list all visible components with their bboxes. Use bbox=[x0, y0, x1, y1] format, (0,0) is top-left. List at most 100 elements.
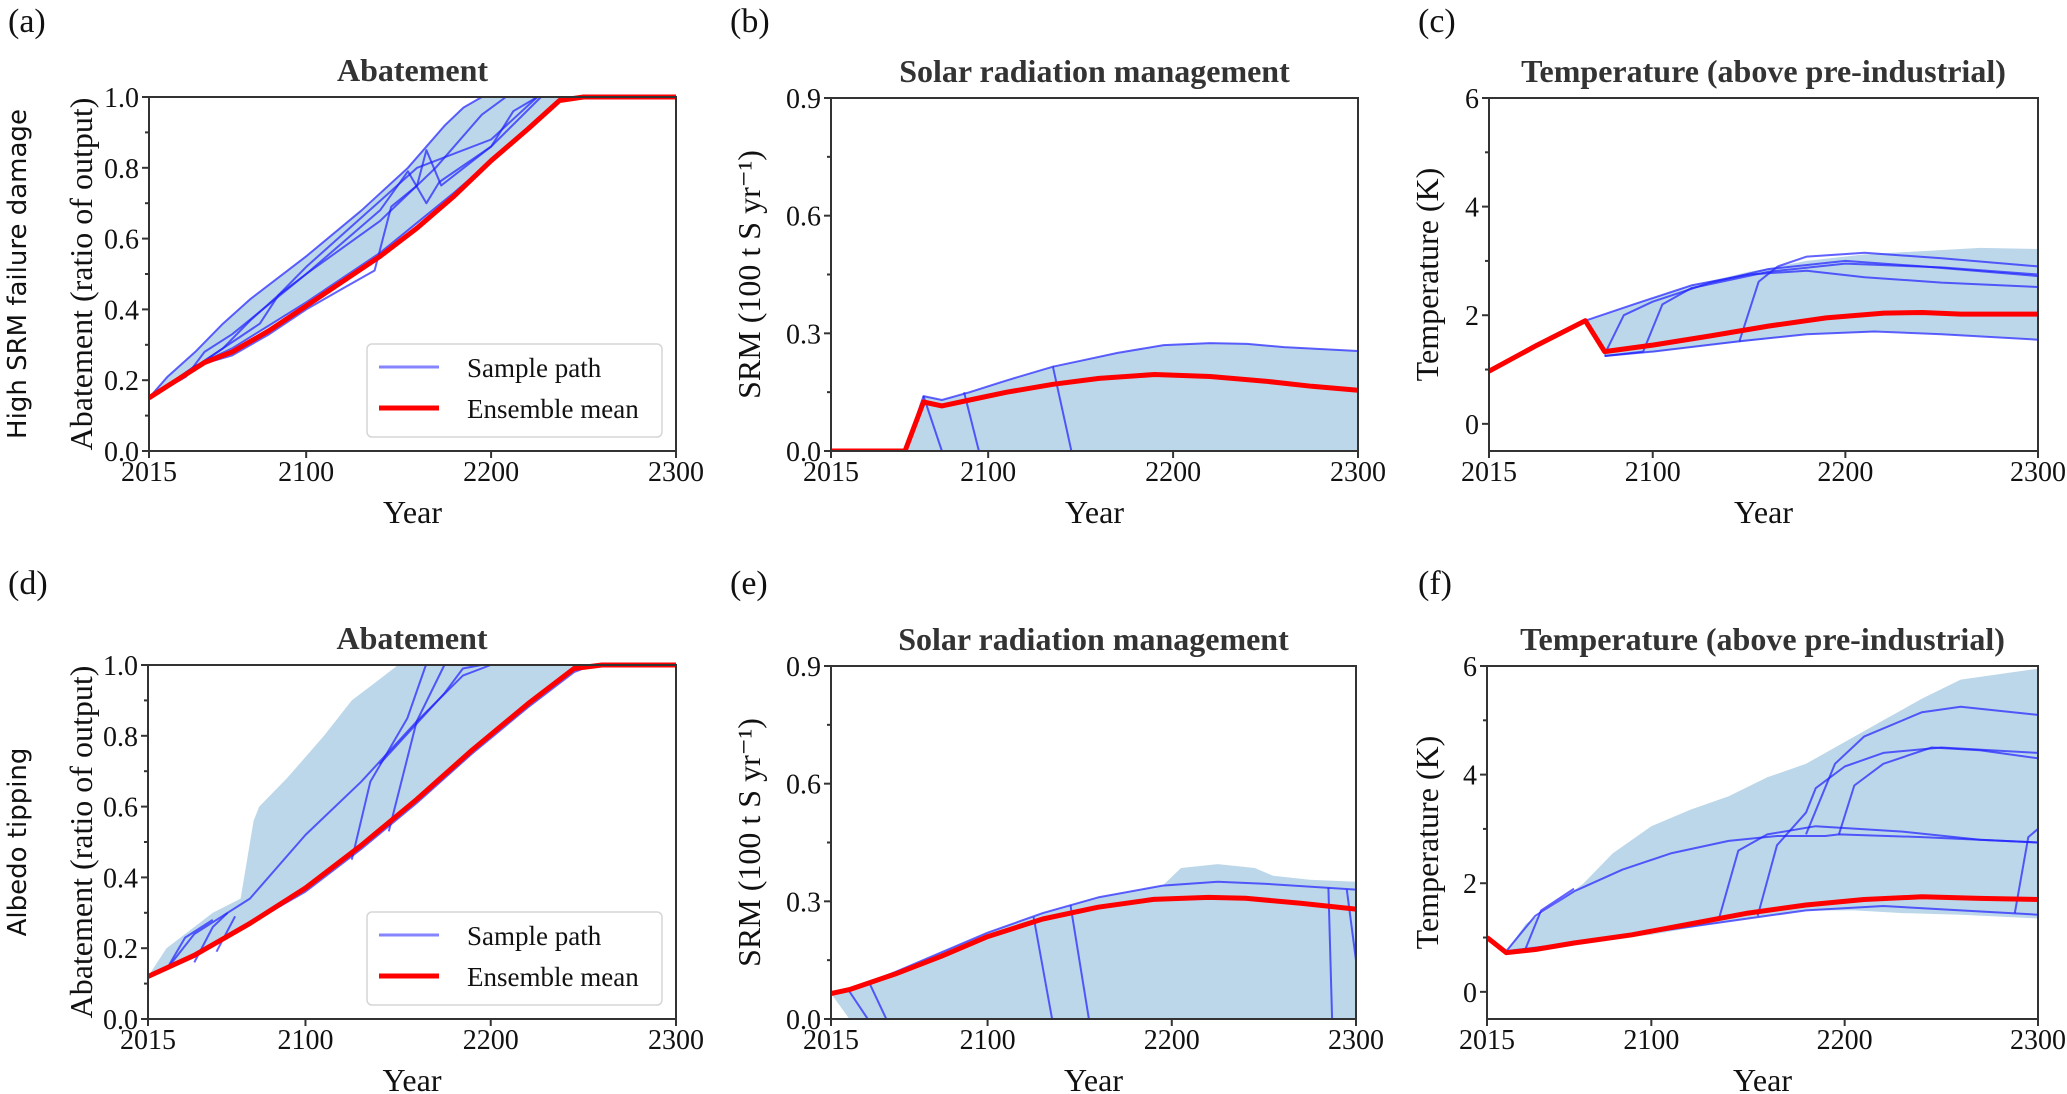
sample-path-line bbox=[1524, 887, 1575, 949]
panel-letter: (a) bbox=[8, 3, 46, 40]
x-tick-label: 2015 bbox=[120, 1025, 176, 1056]
y-tick-label: 0.0 bbox=[786, 437, 821, 468]
legend-box bbox=[366, 343, 663, 438]
x-axis-label: Year bbox=[1733, 1062, 1792, 1094]
y-axis-label: Abatement (ratio of output) bbox=[63, 666, 99, 1019]
sample-path-line bbox=[848, 990, 869, 1019]
y-tick-label: 6 bbox=[1463, 652, 1477, 683]
sample-path-line bbox=[1584, 269, 2038, 322]
y-tick-label: 0.9 bbox=[786, 652, 821, 683]
x-tick-label: 2015 bbox=[1459, 1025, 1515, 1056]
legend-sample-label: Sample path bbox=[467, 921, 602, 951]
legend-box bbox=[366, 911, 663, 1006]
y-tick-label: 0.2 bbox=[104, 366, 139, 397]
ensemble-mean-line bbox=[149, 94, 676, 401]
y-tick-label: 0.9 bbox=[786, 84, 821, 115]
sample-path-line bbox=[922, 395, 943, 451]
sample-path-line bbox=[149, 96, 676, 399]
x-axis-label: Year bbox=[383, 1062, 442, 1094]
y-tick-label: 4 bbox=[1465, 193, 1479, 224]
panel-letter: (f) bbox=[1418, 565, 1452, 602]
y-tick-label: 0.3 bbox=[786, 887, 821, 918]
chart-title: Temperature (above pre-industrial) bbox=[1520, 621, 2005, 657]
x-tick-label: 2100 bbox=[960, 457, 1016, 488]
sample-path-line bbox=[149, 96, 676, 399]
y-tick-label: 0.3 bbox=[786, 319, 821, 350]
sample-path-line bbox=[148, 664, 676, 978]
panel-letter: (c) bbox=[1418, 3, 1456, 40]
x-tick-label: 2015 bbox=[1461, 457, 1517, 488]
y-tick-label: 0.0 bbox=[103, 1005, 138, 1036]
x-tick-label: 2200 bbox=[1144, 1025, 1200, 1056]
y-tick-label: 0.4 bbox=[103, 863, 138, 894]
chart-title: Solar radiation management bbox=[898, 621, 1289, 657]
x-tick-label: 2015 bbox=[803, 457, 859, 488]
plot-area bbox=[149, 94, 676, 401]
legend: Sample path Ensemble mean bbox=[366, 911, 663, 1006]
y-tick-label: 2 bbox=[1463, 869, 1477, 900]
panel-d: 0.0 0.2 0.4 0.6 0.8 1.0 2015 2100 2200 2300 Abatem… bbox=[8, 565, 704, 1094]
plot-area bbox=[1489, 247, 2038, 374]
sample-path-line bbox=[1805, 705, 2038, 835]
plot-area bbox=[831, 342, 1358, 451]
panel-a: 0.0 0.2 0.4 0.6 0.8 1.0 2015 2100 2200 2300 Abatem… bbox=[8, 3, 704, 530]
y-tick-label: 0 bbox=[1465, 410, 1479, 441]
panel-letter: (d) bbox=[8, 565, 48, 602]
x-tick-label: 2300 bbox=[648, 1025, 704, 1056]
y-tick-label: 0.8 bbox=[104, 154, 139, 185]
uncertainty-band bbox=[1585, 247, 2038, 356]
x-tick-label: 2100 bbox=[1625, 457, 1681, 488]
x-tick-label: 2200 bbox=[1817, 457, 1873, 488]
x-tick-label: 2300 bbox=[1330, 457, 1386, 488]
sample-path-line bbox=[149, 96, 676, 399]
x-axis-label: Year bbox=[1065, 494, 1124, 530]
panel-letter: (b) bbox=[730, 3, 770, 40]
y-tick-label: 0.2 bbox=[103, 934, 138, 965]
uncertainty-band bbox=[148, 665, 676, 977]
panel-letter: (e) bbox=[730, 565, 768, 602]
sample-path-line bbox=[1718, 825, 2038, 919]
y-tick-label: 4 bbox=[1463, 761, 1477, 792]
sample-path-line bbox=[1345, 889, 1356, 961]
y-tick-label: 0.0 bbox=[786, 1005, 821, 1036]
ensemble-mean-line bbox=[1487, 894, 2038, 956]
y-axis-label: Abatement (ratio of output) bbox=[63, 98, 99, 451]
axes-frame bbox=[1486, 665, 2039, 1020]
x-tick-label: 2015 bbox=[803, 1025, 859, 1056]
x-axis-label: Year bbox=[1064, 1062, 1123, 1094]
y-tick-label: 0.6 bbox=[786, 202, 821, 233]
ensemble-mean-line bbox=[148, 662, 676, 979]
x-tick-label: 2300 bbox=[2010, 1025, 2066, 1056]
sample-path-line bbox=[1837, 746, 2038, 835]
y-tick-label: 6 bbox=[1465, 84, 1479, 115]
y-tick-label: 0.6 bbox=[786, 770, 821, 801]
legend: Sample path Ensemble mean bbox=[366, 343, 663, 438]
x-tick-label: 2100 bbox=[278, 457, 334, 488]
sample-path-line bbox=[1069, 905, 1090, 1019]
y-axis-label: Temperature (K) bbox=[1409, 168, 1445, 382]
panel-b: 0.0 0.3 0.6 0.9 2015 2100 2200 2300 Solar radiat… bbox=[730, 3, 1386, 530]
sample-path-line bbox=[165, 919, 214, 970]
plot-area bbox=[1487, 668, 2038, 956]
y-tick-label: 0.0 bbox=[104, 437, 139, 468]
y-axis-label: Temperature (K) bbox=[1409, 736, 1445, 950]
x-tick-label: 2015 bbox=[121, 457, 177, 488]
ensemble-mean-line bbox=[831, 894, 1356, 996]
sample-path-line bbox=[868, 983, 888, 1019]
x-tick-label: 2300 bbox=[2010, 457, 2066, 488]
legend-sample-label: Sample path bbox=[467, 353, 602, 383]
y-tick-label: 1.0 bbox=[103, 651, 138, 682]
row-label-bottom: Albedo tipping bbox=[3, 748, 33, 937]
x-tick-label: 2200 bbox=[1145, 457, 1201, 488]
panel-c: 0 2 4 6 2015 2100 2200 2300 Temperature (above p… bbox=[1409, 3, 2066, 530]
sample-path-line bbox=[2013, 828, 2038, 914]
chart-title: Solar radiation management bbox=[899, 53, 1290, 89]
chart-title: Abatement bbox=[336, 620, 487, 656]
chart-title: Temperature (above pre-industrial) bbox=[1521, 53, 2006, 89]
sample-path-line bbox=[1052, 342, 1358, 368]
x-tick-label: 2100 bbox=[960, 1025, 1016, 1056]
chart-title: Abatement bbox=[337, 52, 488, 88]
x-tick-label: 2300 bbox=[648, 457, 704, 488]
sample-path-line bbox=[1739, 330, 2038, 343]
uncertainty-band bbox=[1506, 668, 2038, 952]
